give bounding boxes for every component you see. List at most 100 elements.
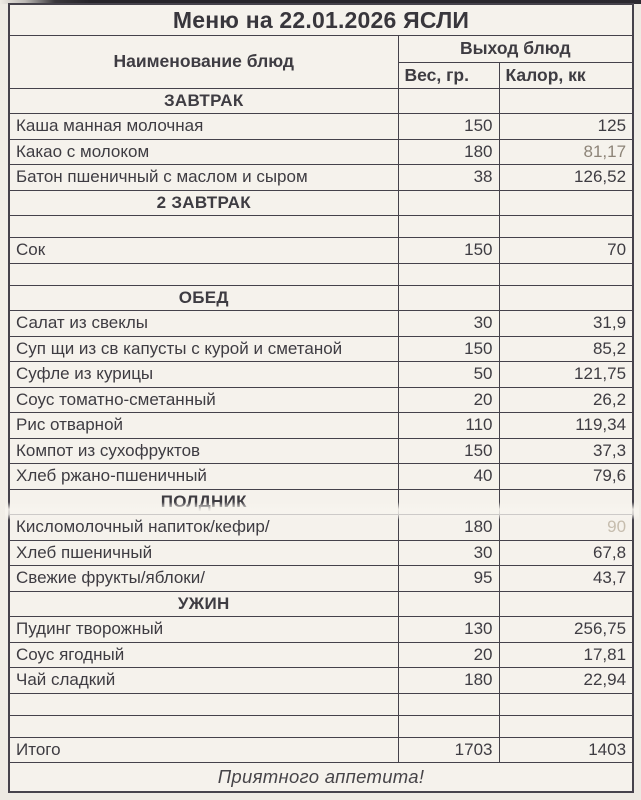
weight-cell: 150 — [397, 335, 500, 362]
calorie-cell — [498, 87, 634, 114]
bon-appetit-note: Приятного аппетита! — [8, 762, 634, 792]
weight-cell: 30 — [397, 539, 500, 566]
weight-cell: 150 — [397, 437, 500, 464]
item-row: Хлеб ржано-пшеничный 40 79,6 — [8, 463, 634, 490]
dish-name-cell: Чай сладкий — [8, 667, 399, 694]
weight-cell: 40 — [397, 463, 500, 490]
section-label-cell: ОБЕД — [8, 284, 399, 311]
item-row: Суп щи из св капусты с курой и сметаной 1… — [8, 335, 634, 362]
weight-cell: 30 — [397, 310, 500, 337]
calorie-cell: 121,75 — [498, 361, 634, 388]
calorie-cell: 256,75 — [498, 616, 634, 643]
total-label-cell: Итого — [8, 736, 399, 763]
calorie-cell: 43,7 — [498, 565, 634, 592]
weight-cell: 20 — [397, 641, 500, 668]
item-row: Батон пшеничный с маслом и сыром 38 126,52 — [8, 164, 634, 191]
calorie-cell: 70 — [498, 237, 634, 264]
dish-name-cell: Хлеб ржано-пшеничный — [8, 463, 399, 490]
calorie-cell — [498, 488, 634, 515]
weight-cell — [397, 215, 500, 238]
weight-cell: 150 — [397, 113, 500, 140]
item-row: Кисломолочный напиток/кефир/180 90 — [8, 514, 634, 541]
section-row: ЗАВТРАК — [8, 87, 634, 114]
header-row-2: Вес, гр. Калор, кк — [9, 61, 634, 89]
section-row: ПОЛДНИК — [8, 488, 634, 515]
calorie-cell: 26,2 — [498, 386, 634, 413]
item-row: Салат из свеклы 30 31,9 — [8, 310, 634, 337]
weight-cell: 130 — [397, 616, 500, 643]
dish-name-cell: Компот из сухофруктов — [8, 437, 399, 464]
item-row: Суфле из курицы 50 121,75 — [8, 361, 634, 388]
section-row: 2 ЗАВТРАК — [8, 189, 634, 216]
dish-name-cell: Какао с молоком — [8, 138, 399, 165]
item-row: Пудинг творожный 130 256,75 — [8, 616, 634, 643]
dish-name-cell: Соус томатно-сметанный — [8, 386, 399, 413]
weight-cell: 110 — [397, 412, 500, 439]
title-row: Меню на 22.01.2026 ЯСЛИ — [8, 3, 634, 36]
calorie-cell: 125 — [498, 113, 634, 140]
calorie-cell: 126,52 — [498, 164, 634, 191]
dish-name-cell — [8, 215, 399, 238]
calorie-cell: 31,9 — [498, 310, 634, 337]
weight-cell — [397, 189, 500, 216]
weight-cell: 38 — [397, 164, 500, 191]
weight-cell — [397, 284, 500, 311]
weight-cell — [397, 590, 500, 617]
menu-body: Меню на 22.01.2026 ЯСЛИ Наименование блю… — [8, 3, 634, 792]
item-row: Свежие фрукты/яблоки/95 43,7 — [8, 565, 634, 592]
item-row: Сок 150 70 — [8, 237, 634, 264]
column-header-weight: Вес, гр. — [397, 61, 500, 89]
weight-cell: 150 — [397, 237, 500, 264]
weight-cell — [397, 692, 500, 716]
dish-name-cell: Сок — [8, 237, 399, 264]
section-row: УЖИН — [8, 590, 634, 617]
dish-name-cell: Кисломолочный напиток/кефир/ — [8, 514, 399, 541]
item-row: Соус ягодный 20 17,81 — [8, 641, 634, 668]
header-row-1: Наименование блюд Выход блюд — [8, 34, 634, 89]
dish-name-cell: Батон пшеничный с маслом и сыром — [8, 164, 399, 191]
calorie-cell: 79,6 — [498, 463, 634, 490]
section-row: ОБЕД — [8, 284, 634, 311]
dish-name-cell: Суп щи из св капусты с курой и сметаной — [8, 335, 399, 362]
section-label-cell: ЗАВТРАК — [8, 87, 399, 114]
page-title: Меню на 22.01.2026 ЯСЛИ — [8, 3, 634, 36]
dish-name-cell — [8, 262, 399, 286]
calorie-cell — [498, 590, 634, 617]
section-label-cell: ПОЛДНИК — [8, 488, 399, 515]
calorie-cell: 85,2 — [498, 335, 634, 362]
column-header-dish-name: Наименование блюд — [8, 34, 399, 89]
calorie-cell: 1403 — [498, 736, 634, 763]
calorie-cell: 67,8 — [498, 539, 634, 566]
dish-name-cell: Салат из свеклы — [8, 310, 399, 337]
dish-name-cell: Суфле из курицы — [8, 361, 399, 388]
calorie-cell — [498, 215, 634, 238]
calorie-cell — [498, 714, 634, 738]
dish-name-cell: Свежие фрукты/яблоки/ — [8, 565, 399, 592]
dish-name-cell: Рис отварной — [8, 412, 399, 439]
item-row: Соус томатно-сметанный 20 26,2 — [8, 386, 634, 413]
weight-cell — [397, 714, 500, 738]
empty-row — [8, 714, 634, 738]
dish-name-cell: Каша манная молочная — [8, 113, 399, 140]
weight-cell: 20 — [397, 386, 500, 413]
item-row: Чай сладкий 180 22,94 — [8, 667, 634, 694]
weight-cell: 95 — [397, 565, 500, 592]
calorie-cell — [498, 262, 634, 286]
column-header-calories: Калор, кк — [498, 61, 634, 89]
weight-cell: 180 — [397, 514, 500, 541]
empty-row — [8, 692, 634, 716]
weight-cell: 180 — [397, 138, 500, 165]
item-row: Какао с молоком 180 81,17 — [8, 138, 634, 165]
section-label-cell: 2 ЗАВТРАК — [8, 189, 399, 216]
menu-table: Меню на 22.01.2026 ЯСЛИ Наименование блю… — [8, 3, 635, 793]
item-row: Рис отварной 110 119,34 — [8, 412, 634, 439]
dish-name-cell: Соус ягодный — [8, 641, 399, 668]
calorie-cell: 90 — [498, 514, 634, 541]
dish-name-cell: Пудинг творожный — [8, 616, 399, 643]
empty-row — [8, 215, 634, 238]
weight-cell — [397, 87, 500, 114]
calorie-cell: 37,3 — [498, 437, 634, 464]
weight-cell: 1703 — [397, 736, 500, 763]
total-row: Итого 1703 1403 — [8, 736, 634, 763]
